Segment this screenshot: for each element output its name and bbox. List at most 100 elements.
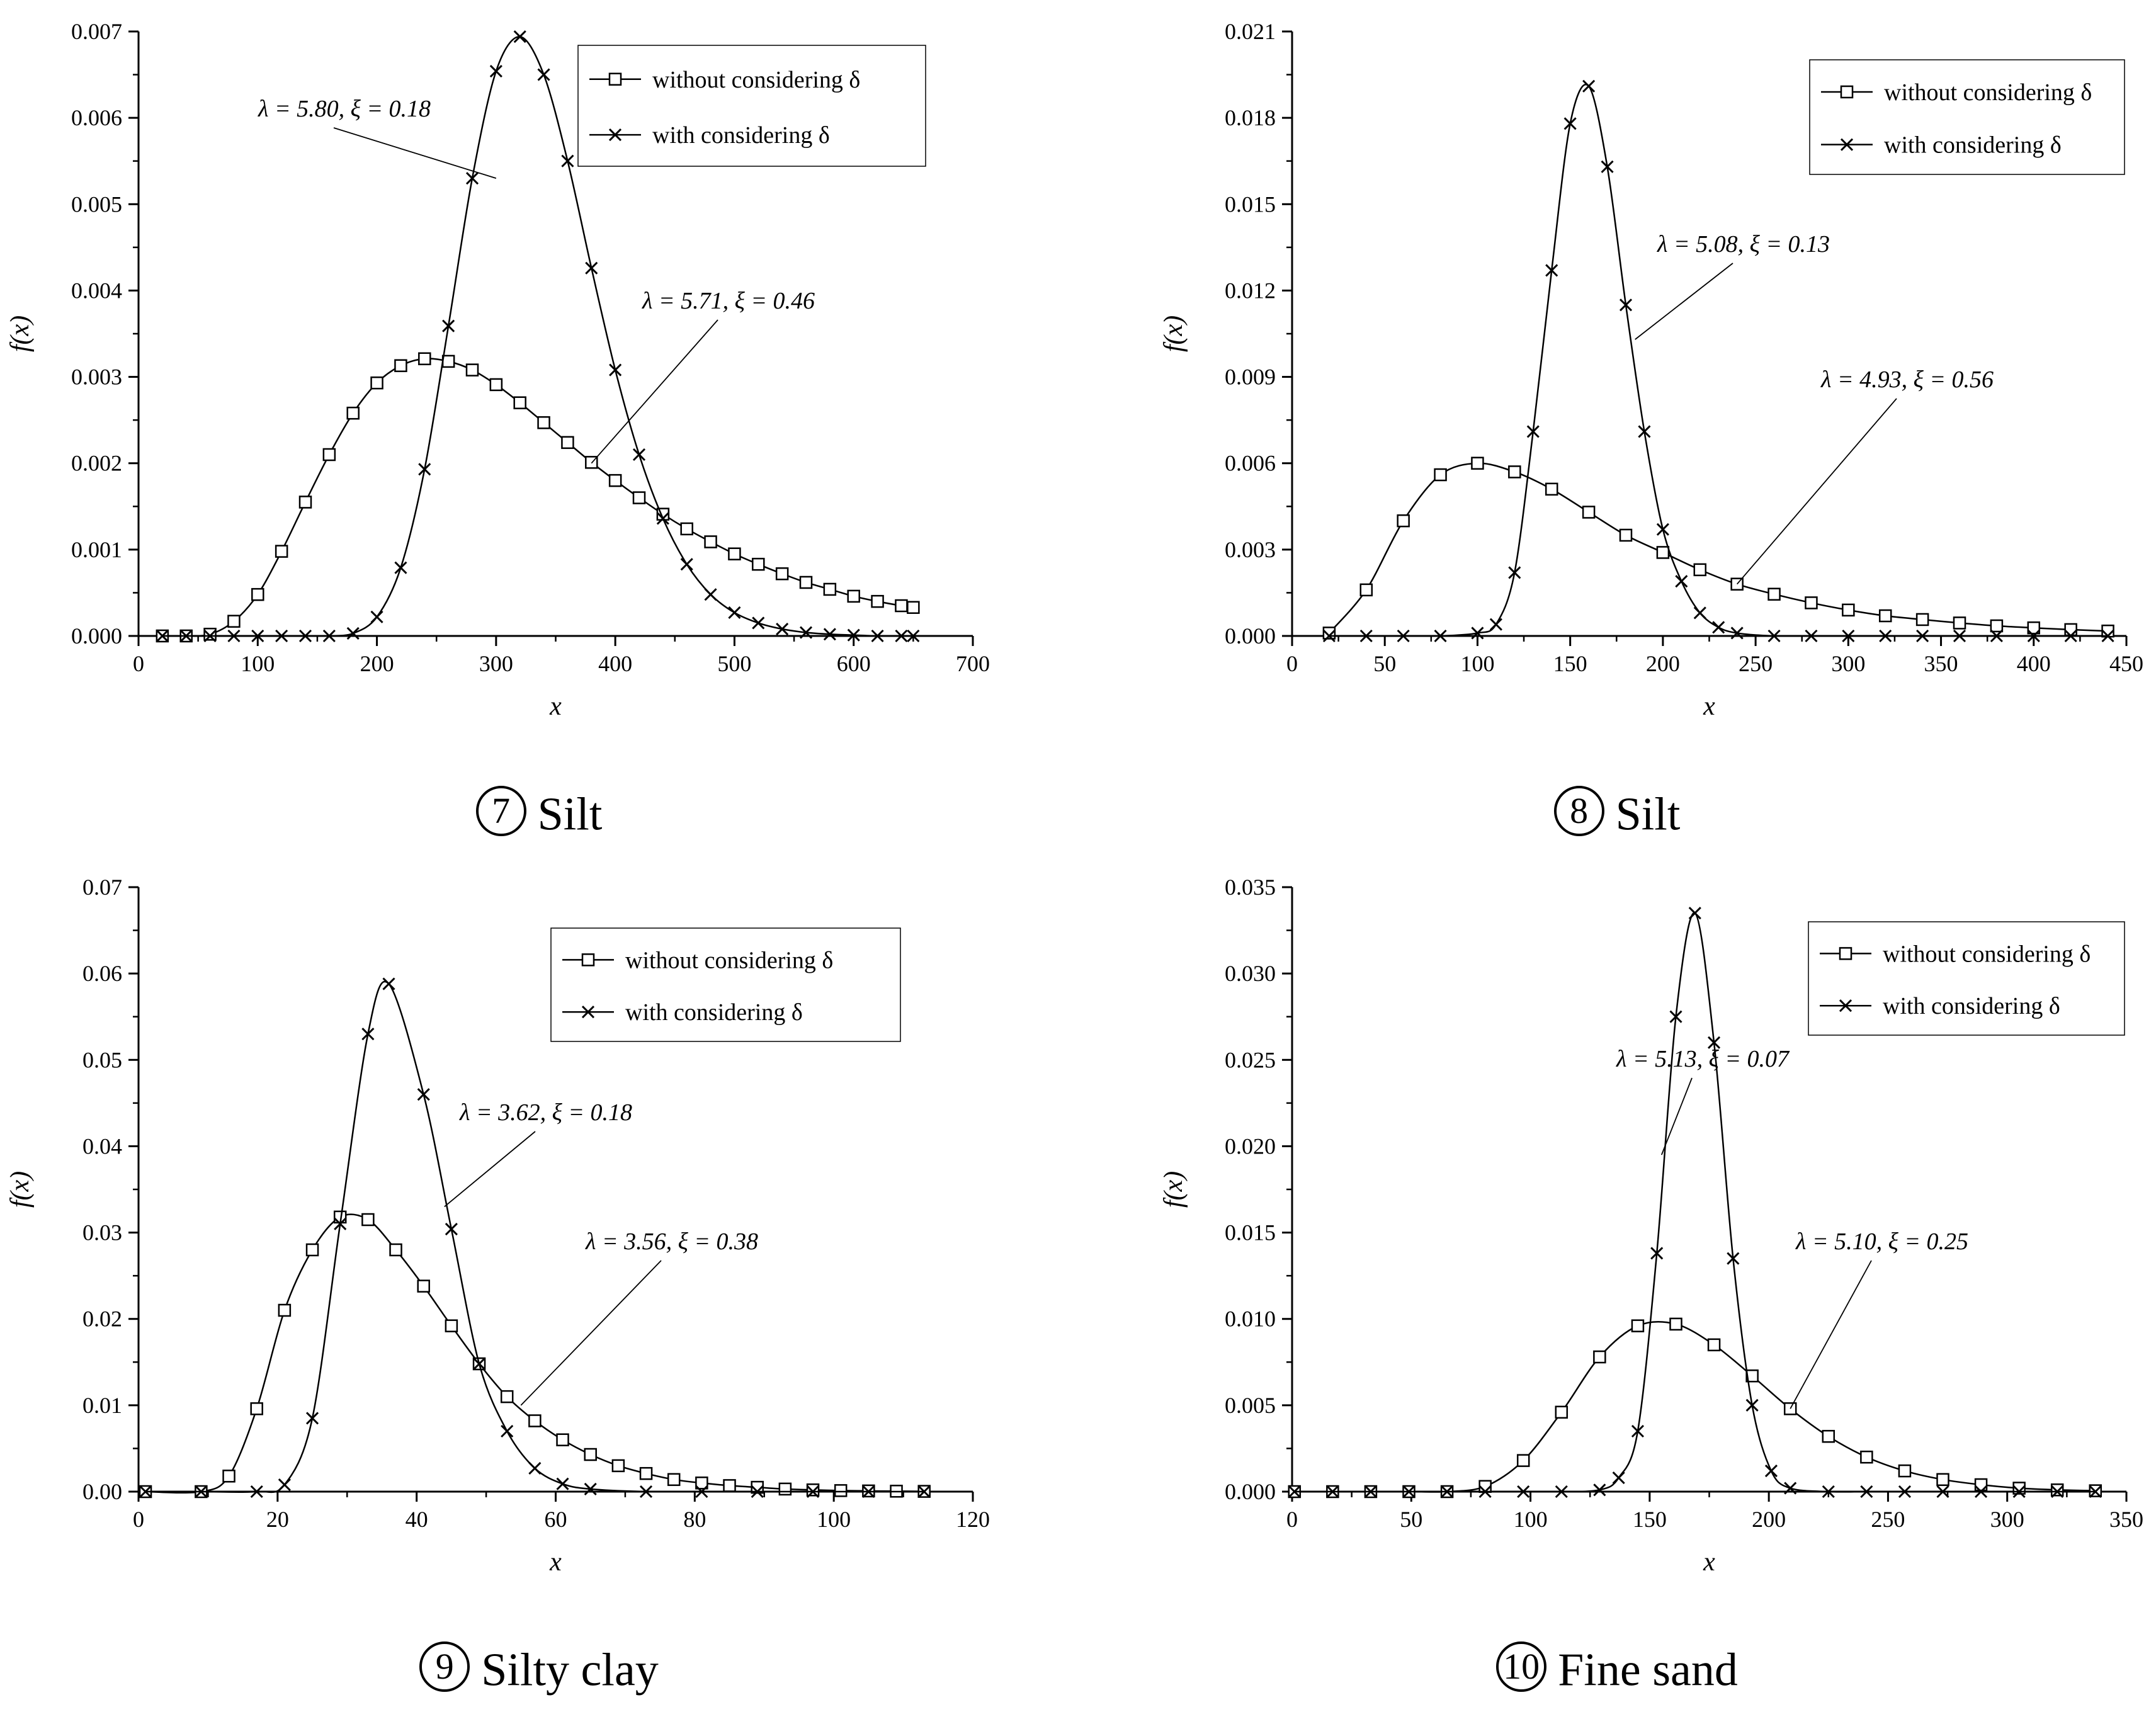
data-point <box>222 1470 235 1483</box>
legend-item-with-delta: with considering δ <box>562 999 803 1026</box>
data-point <box>472 1357 486 1371</box>
data-point <box>361 1213 375 1227</box>
x-tick-label: 400 <box>2017 651 2051 676</box>
data-point <box>1441 1485 1454 1499</box>
data-point <box>1708 1036 1721 1049</box>
data-point <box>1619 528 1633 542</box>
series-line <box>162 35 914 637</box>
series-with-delta <box>1288 907 2102 1499</box>
chart-plot-10: 0 50 100 150 200 250 300 350 0.000 0.005 0.010 0.01… <box>1159 875 2143 1577</box>
chart-plot-9: 0 20 40 60 80 100 120 0.00 0.01 0.02 0.03 0.04 0.05 0… <box>6 875 990 1577</box>
annotation-leader-line <box>1736 398 1897 585</box>
series-with-delta <box>156 30 920 643</box>
data-point <box>334 1217 347 1230</box>
data-point <box>441 354 455 368</box>
data-point <box>1471 456 1484 470</box>
data-point <box>445 1319 458 1332</box>
y-axis-label: f(x) <box>1159 315 1188 352</box>
data-point <box>465 172 479 185</box>
chart-caption-8: 8 Silt <box>1078 784 2156 842</box>
data-point <box>1745 1398 1759 1412</box>
data-point <box>561 154 574 167</box>
y-tick-label: 0.015 <box>1225 191 1276 217</box>
y-tick-label: 0.07 <box>82 875 122 900</box>
data-point <box>298 496 312 509</box>
legend-item-without-delta: without considering δ <box>1820 941 2091 967</box>
data-point <box>776 622 789 636</box>
legend-label: with considering δ <box>1883 993 2060 1019</box>
data-point <box>361 1028 375 1041</box>
legend-label: with considering δ <box>1884 132 2062 159</box>
data-point <box>1975 1485 1988 1499</box>
data-point <box>895 599 908 613</box>
legend-marker <box>581 953 595 967</box>
series-line <box>1329 84 2108 637</box>
data-point <box>847 628 860 642</box>
data-point <box>156 629 169 643</box>
x-axis-label: x <box>1703 1548 1715 1577</box>
data-point <box>417 1088 430 1101</box>
data-point <box>639 1466 653 1480</box>
x-tick-label: 400 <box>598 651 632 676</box>
x-tick-label: 150 <box>1553 651 1587 676</box>
data-point <box>1805 596 1818 609</box>
series-without-delta <box>1288 1317 2102 1499</box>
legend-item-with-delta: with considering δ <box>1820 993 2060 1019</box>
legend-box <box>577 45 926 167</box>
caption-text-9: Silty clay <box>481 1644 659 1696</box>
data-point <box>1842 629 1855 643</box>
data-point <box>2089 1485 2102 1499</box>
data-point <box>728 547 741 560</box>
data-point <box>695 1477 708 1490</box>
data-point <box>1745 1369 1759 1383</box>
data-point <box>1322 629 1336 643</box>
data-point <box>278 1478 291 1492</box>
annotation-leader-line <box>1635 263 1733 340</box>
y-tick-label: 0.003 <box>71 365 122 390</box>
x-tick-label: 700 <box>956 651 990 676</box>
data-point <box>1489 618 1502 631</box>
data-point <box>275 545 288 558</box>
data-point <box>394 359 407 372</box>
data-point <box>305 1412 319 1425</box>
data-point <box>1915 613 1929 626</box>
caption-number-10: 10 <box>1496 1641 1547 1692</box>
x-axis-label: x <box>1703 692 1715 721</box>
y-tick-label: 0.010 <box>1225 1307 1276 1332</box>
caption-text-7: Silt <box>537 788 603 841</box>
data-point <box>639 1485 653 1499</box>
data-point <box>1879 629 1892 643</box>
chart-caption-7: 7 Silt <box>0 784 1078 842</box>
x-tick-label: 500 <box>717 651 751 676</box>
data-point <box>278 1303 292 1317</box>
data-point <box>704 535 717 548</box>
x-tick-label: 600 <box>837 651 871 676</box>
annotation-label: λ = 5.71, ξ = 0.46 <box>642 288 815 314</box>
data-point <box>752 557 765 571</box>
legend-item-without-delta: without considering δ <box>1821 79 2092 106</box>
x-tick-label: 200 <box>1752 1507 1786 1532</box>
data-point <box>394 561 407 574</box>
legend-label: without considering δ <box>625 947 833 973</box>
data-point <box>1508 566 1521 579</box>
x-tick-label: 450 <box>2109 651 2143 676</box>
legend: without considering δ with considering δ <box>1808 921 2125 1036</box>
data-point <box>608 473 622 487</box>
data-point <box>1784 1482 1797 1495</box>
axes: 0 50 100 150 200 250 300 350 0.000 0.005 0.010 0.01… <box>1225 875 2143 1532</box>
data-point <box>139 1485 152 1499</box>
legend-item-without-delta: without considering δ <box>589 67 860 93</box>
data-point <box>489 65 502 78</box>
data-point <box>632 491 646 504</box>
series-without-delta <box>1322 456 2114 640</box>
legend: without considering δ with considering δ <box>550 927 901 1042</box>
annotation-leader-line <box>591 319 718 464</box>
data-point <box>179 629 193 643</box>
data-point <box>695 1485 708 1499</box>
data-point <box>1688 907 1701 920</box>
legend-marker <box>608 72 622 86</box>
chart-plot-8: 0 50 100 150 200 250 300 350 400 450 0.000 0.003 0.0… <box>1159 19 2143 721</box>
data-point <box>1727 1252 1740 1265</box>
data-point <box>1990 629 2003 643</box>
data-point <box>370 376 383 390</box>
